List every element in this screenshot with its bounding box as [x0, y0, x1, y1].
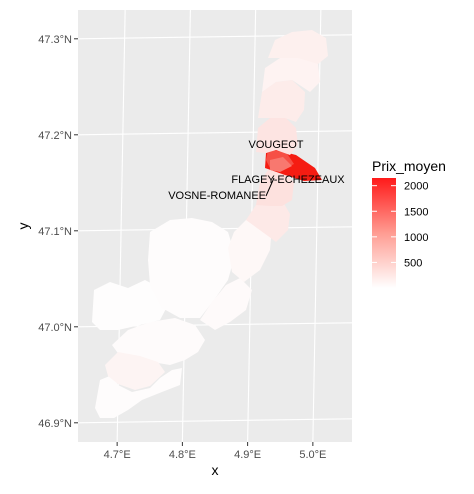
y-tick-label-4: 47.3°N — [38, 34, 72, 46]
x-axis: 4.7°E 4.8°E 4.9°E 5.0°E — [104, 442, 326, 461]
annotation-layer: VOUGEOT FLAGEY-ECHEZEAUX VOSNE-ROMANEE — [168, 139, 345, 202]
commune-corridor-6 — [262, 56, 320, 92]
y-tick-label-3: 47.2°N — [38, 130, 72, 142]
commune-west-block — [92, 280, 168, 330]
commune-south-center — [105, 352, 165, 390]
legend: Prix_moyen 500 1000 1500 2000 — [372, 158, 446, 288]
commune-center-east — [200, 278, 252, 330]
commune-north — [268, 30, 328, 64]
commune-corridor-3 — [256, 170, 294, 206]
legend-title: Prix_moyen — [372, 158, 446, 174]
commune-central — [148, 218, 235, 318]
legend-label-2: 1500 — [404, 206, 428, 218]
x-tick-label-0: 4.7°E — [104, 449, 131, 461]
commune-polygons — [92, 30, 328, 418]
annotation-vosne-romanee: VOSNE-ROMANEE — [168, 190, 266, 202]
x-tick-label-3: 5.0°E — [299, 449, 326, 461]
legend-colorbar — [372, 178, 396, 288]
x-tick-label-1: 4.8°E — [169, 449, 196, 461]
x-tick-label-2: 4.9°E — [234, 449, 261, 461]
legend-ticks: 500 1000 1500 2000 — [372, 181, 428, 269]
leader-line — [265, 177, 275, 197]
grid-y-3 — [77, 130, 353, 136]
commune-south-block — [112, 318, 205, 365]
legend-label-1: 1000 — [404, 232, 428, 244]
y-axis: 46.9°N 47.0°N 47.1°N 47.2°N 47.3°N — [38, 34, 78, 430]
grid-y-0 — [77, 418, 353, 424]
commune-corridor-1 — [228, 214, 272, 282]
commune-corridor-4 — [256, 118, 298, 155]
x-axis-title: x — [212, 462, 219, 478]
y-tick-label-0: 46.9°N — [38, 418, 72, 430]
legend-label-0: 500 — [404, 257, 422, 269]
commune-corridor-2 — [246, 198, 290, 242]
annotation-vougeot: VOUGEOT — [248, 139, 303, 151]
legend-label-3: 2000 — [404, 181, 428, 193]
commune-vosne-romanee — [270, 157, 292, 172]
y-tick-label-1: 47.0°N — [38, 322, 72, 334]
commune-corridor-5 — [258, 80, 305, 122]
commune-southwest-tail — [95, 368, 182, 418]
y-tick-label-2: 47.1°N — [38, 226, 72, 238]
y-axis-title: y — [15, 223, 31, 230]
annotation-flagey-echezeaux: FLAGEY-ECHEZEAUX — [231, 174, 345, 186]
